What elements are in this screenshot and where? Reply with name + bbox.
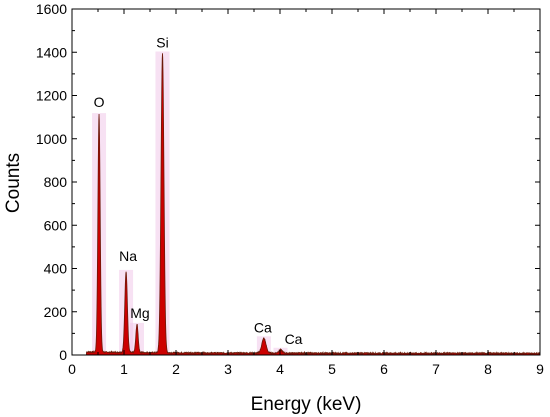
x-tick-label-1: 1 — [120, 361, 128, 377]
axis-layer — [71, 8, 541, 356]
peak-label-mg-2: Mg — [130, 305, 149, 321]
x-tick-label-0: 0 — [68, 361, 76, 377]
y-tick-label-1: 200 — [44, 304, 68, 320]
x-tick-label-2: 2 — [172, 361, 180, 377]
peak-label-si-3: Si — [156, 34, 168, 50]
x-tick-label-3: 3 — [224, 361, 232, 377]
y-tick-label-4: 800 — [44, 174, 68, 190]
peak-label-o-0: O — [94, 94, 105, 110]
y-tick-label-7: 1400 — [36, 44, 67, 60]
label-layer: 0 1 2 3 4 5 6 7 8 9 0 200 400 600 800 1000 1200 1400 1600 O… — [36, 1, 544, 377]
y-tick-label-0: 0 — [59, 347, 67, 363]
y-tick-label-6: 1200 — [36, 88, 67, 104]
y-tick-label-2: 400 — [44, 261, 68, 277]
x-tick-label-8: 8 — [484, 361, 492, 377]
y-axis-title: Counts — [3, 153, 24, 213]
y-tick-label-3: 600 — [44, 217, 68, 233]
x-tick-label-6: 6 — [380, 361, 388, 377]
x-tick-label-9: 9 — [536, 361, 544, 377]
x-tick-label-4: 4 — [276, 361, 284, 377]
peak-label-na-1: Na — [119, 248, 137, 264]
x-axis-title: Energy (keV) — [251, 394, 362, 415]
peak-label-ca-4: Ca — [254, 319, 272, 335]
peak-label-ca-5: Ca — [285, 331, 303, 347]
x-tick-label-7: 7 — [432, 361, 440, 377]
x-tick-label-5: 5 — [328, 361, 336, 377]
y-tick-label-8: 1600 — [36, 1, 67, 17]
y-tick-label-5: 1000 — [36, 131, 67, 147]
